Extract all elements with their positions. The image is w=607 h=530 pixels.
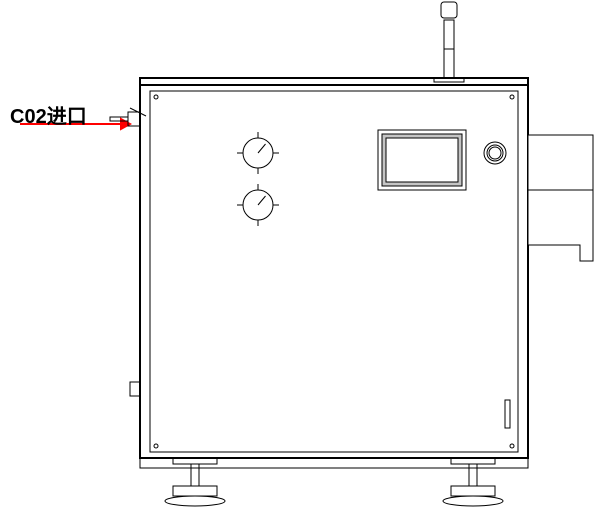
foot-base [165, 496, 225, 506]
co2-inlet-label: C02进口 [10, 100, 87, 129]
cabinet-top-bar [140, 78, 528, 85]
door-handle [505, 400, 510, 428]
foot-stem [191, 464, 199, 486]
left-stub [130, 382, 140, 396]
co2-arrow-head [120, 117, 132, 130]
foot-pad [451, 486, 495, 496]
foot-base [443, 496, 503, 506]
valve-pointer [258, 144, 266, 153]
panel-screw [154, 95, 158, 99]
foot-stem [469, 464, 477, 486]
panel-screw [510, 444, 514, 448]
right-bracket [528, 135, 593, 261]
panel-screw [510, 95, 514, 99]
cabinet-skirt [140, 458, 528, 468]
cabinet-door-panel [150, 91, 518, 452]
knob-inner [489, 147, 501, 159]
cabinet-outer [140, 85, 528, 458]
machine-diagram [0, 0, 607, 530]
display-screen [386, 138, 458, 182]
foot-pad [173, 486, 217, 496]
valve-pointer [258, 196, 266, 205]
panel-screw [154, 444, 158, 448]
beacon-cap [441, 2, 457, 18]
